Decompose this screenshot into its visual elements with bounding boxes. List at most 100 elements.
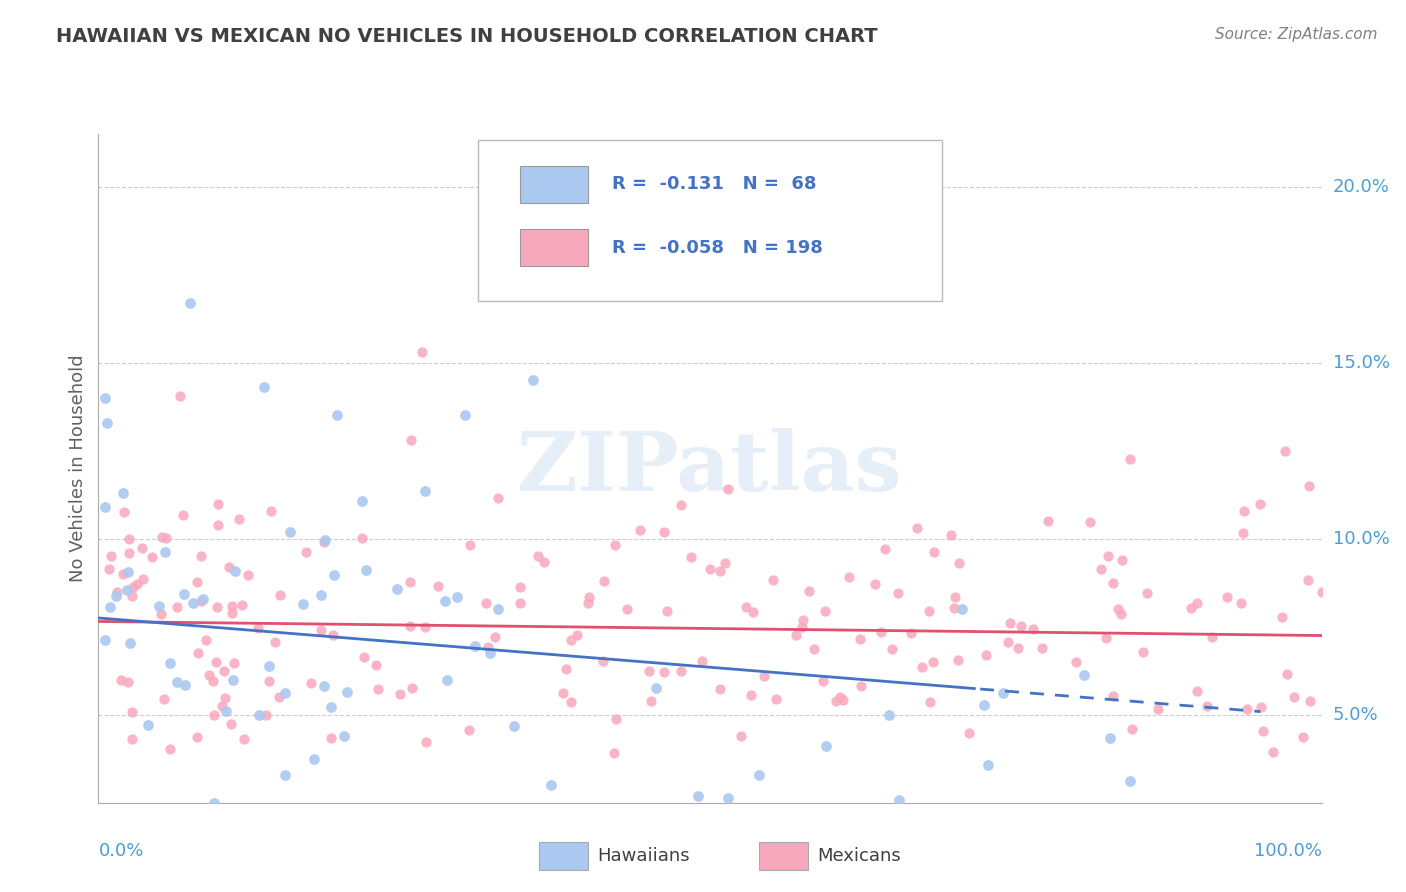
Point: [475, 596, 498, 610]
Point: [870, 625, 893, 640]
Point: [186, 731, 208, 745]
Point: [792, 620, 814, 634]
Point: [111, 566, 134, 581]
Point: [576, 596, 599, 610]
Point: [309, 624, 332, 638]
Point: [1121, 722, 1143, 736]
Point: [1111, 553, 1133, 567]
Point: [186, 575, 208, 590]
Point: [873, 541, 896, 556]
Point: [973, 698, 995, 712]
Point: [815, 739, 838, 754]
Point: [1095, 631, 1118, 645]
Point: [709, 681, 731, 696]
Point: [509, 580, 531, 594]
Point: [304, 751, 326, 765]
Point: [1119, 773, 1142, 788]
Point: [717, 482, 740, 496]
Point: [458, 723, 481, 738]
Point: [1132, 644, 1154, 658]
Point: [413, 620, 436, 634]
Point: [830, 690, 852, 704]
Point: [401, 434, 423, 448]
Point: [849, 632, 872, 647]
Point: [918, 604, 941, 618]
Point: [257, 673, 280, 688]
Point: [943, 600, 966, 615]
Point: [946, 653, 969, 667]
Point: [1310, 584, 1333, 599]
Point: [214, 690, 236, 705]
Point: [1109, 607, 1132, 622]
Point: [593, 574, 616, 588]
Point: [567, 628, 589, 642]
Point: [1099, 731, 1122, 745]
FancyBboxPatch shape: [520, 229, 588, 267]
Point: [314, 533, 336, 547]
Point: [399, 574, 422, 589]
Point: [205, 599, 228, 614]
Point: [765, 692, 787, 706]
Point: [446, 590, 468, 604]
Point: [236, 568, 259, 582]
Point: [592, 655, 614, 669]
Point: [201, 674, 224, 689]
Point: [190, 594, 212, 608]
Point: [149, 607, 172, 621]
Point: [207, 517, 229, 532]
Point: [1147, 702, 1170, 716]
Text: 15.0%: 15.0%: [1333, 353, 1389, 372]
Point: [1073, 668, 1095, 682]
Point: [1230, 597, 1253, 611]
Point: [605, 537, 627, 551]
Point: [922, 655, 945, 669]
Point: [741, 605, 763, 619]
Point: [1284, 690, 1306, 704]
FancyBboxPatch shape: [759, 842, 808, 870]
Point: [1232, 526, 1254, 541]
Point: [1136, 586, 1159, 600]
Point: [246, 621, 269, 635]
Point: [136, 718, 159, 732]
Text: R =  -0.131   N =  68: R = -0.131 N = 68: [612, 175, 817, 193]
Point: [976, 648, 998, 662]
Point: [321, 627, 343, 641]
Point: [1078, 515, 1101, 529]
Point: [98, 600, 121, 615]
Point: [252, 380, 274, 394]
Point: [254, 708, 277, 723]
Point: [389, 687, 412, 701]
Point: [1097, 549, 1119, 563]
Point: [832, 692, 855, 706]
Point: [173, 587, 195, 601]
Point: [278, 524, 301, 539]
Point: [454, 409, 477, 423]
Point: [364, 658, 387, 673]
Point: [367, 682, 389, 697]
Point: [762, 573, 785, 587]
Text: 20.0%: 20.0%: [1333, 178, 1389, 195]
Point: [655, 604, 678, 618]
Text: 0.0%: 0.0%: [98, 842, 143, 860]
Point: [93, 391, 115, 405]
Point: [509, 596, 531, 610]
Point: [172, 508, 194, 522]
Point: [190, 549, 212, 563]
Point: [669, 664, 692, 678]
Point: [166, 674, 188, 689]
Point: [309, 588, 332, 602]
Point: [336, 685, 359, 699]
Point: [838, 570, 860, 584]
Point: [977, 758, 1000, 772]
Point: [314, 534, 336, 549]
Point: [96, 416, 118, 430]
Point: [699, 561, 721, 575]
Point: [1292, 731, 1315, 745]
Point: [110, 673, 132, 688]
Point: [333, 729, 356, 743]
Point: [948, 557, 970, 571]
Point: [215, 704, 238, 718]
Point: [413, 483, 436, 498]
Point: [433, 594, 456, 608]
Point: [1180, 601, 1202, 615]
